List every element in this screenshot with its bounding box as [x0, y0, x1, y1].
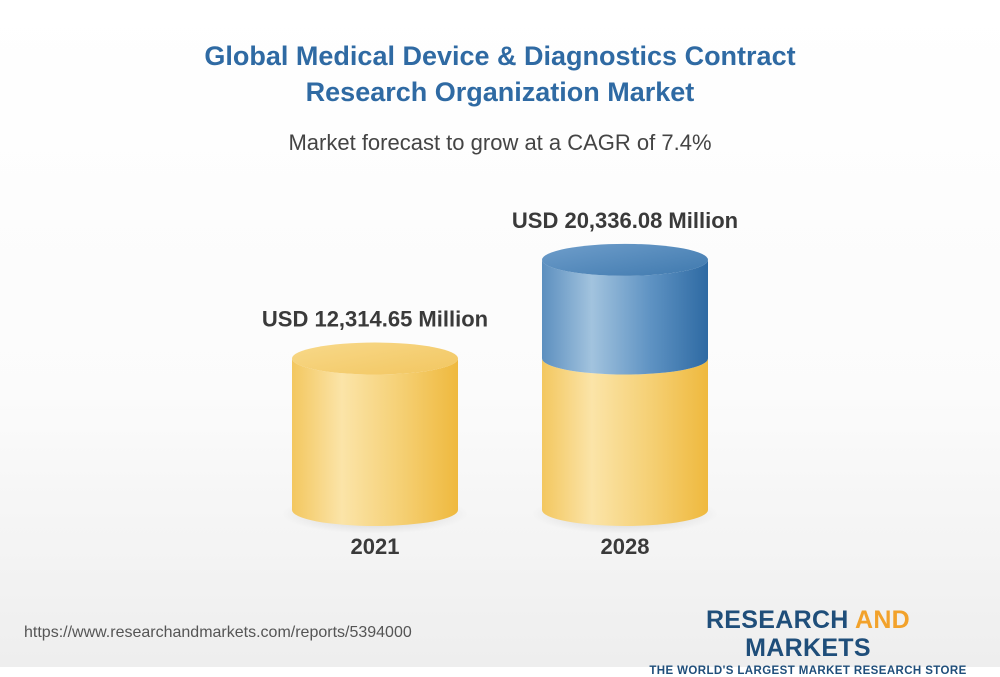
chart-subtitle: Market forecast to grow at a CAGR of 7.4…	[288, 130, 712, 155]
chart-title-line-1: Global Medical Device & Diagnostics Cont…	[204, 41, 796, 71]
cylinder-top-2028	[542, 243, 708, 276]
category-label-2028: 2028	[601, 534, 650, 559]
source-url[interactable]: https://www.researchandmarkets.com/repor…	[24, 624, 412, 641]
brand-name-part-1: RESEARCH	[705, 606, 855, 634]
brand-name-part-2: AND	[854, 606, 911, 634]
data-label-2021: USD 12,314.65 Million	[262, 307, 488, 332]
cylinder-base-segment-2028	[542, 358, 708, 526]
category-label-2021: 2021	[351, 534, 400, 559]
data-label-2028: USD 20,336.08 Million	[512, 208, 738, 233]
brand-name-part-3: MARKETS	[745, 634, 871, 662]
cylinder-growth-segment-2028	[542, 259, 708, 375]
cylinder-top-2021	[292, 342, 458, 375]
cylinder-chart: USD 12,314.65 Million 2021 USD 20,336.08 M…	[262, 208, 738, 559]
chart-title-line-2: Research Organization Market	[305, 77, 695, 107]
brand-name: RESEARCH AND MARKETS	[640, 606, 976, 662]
cylinder-base-segment-2021	[292, 358, 458, 526]
brand-logo: RESEARCH AND MARKETS THE WORLD'S LARGEST…	[640, 606, 976, 677]
chart-title: Global Medical Device & Diagnostics Cont…	[0, 38, 1000, 110]
